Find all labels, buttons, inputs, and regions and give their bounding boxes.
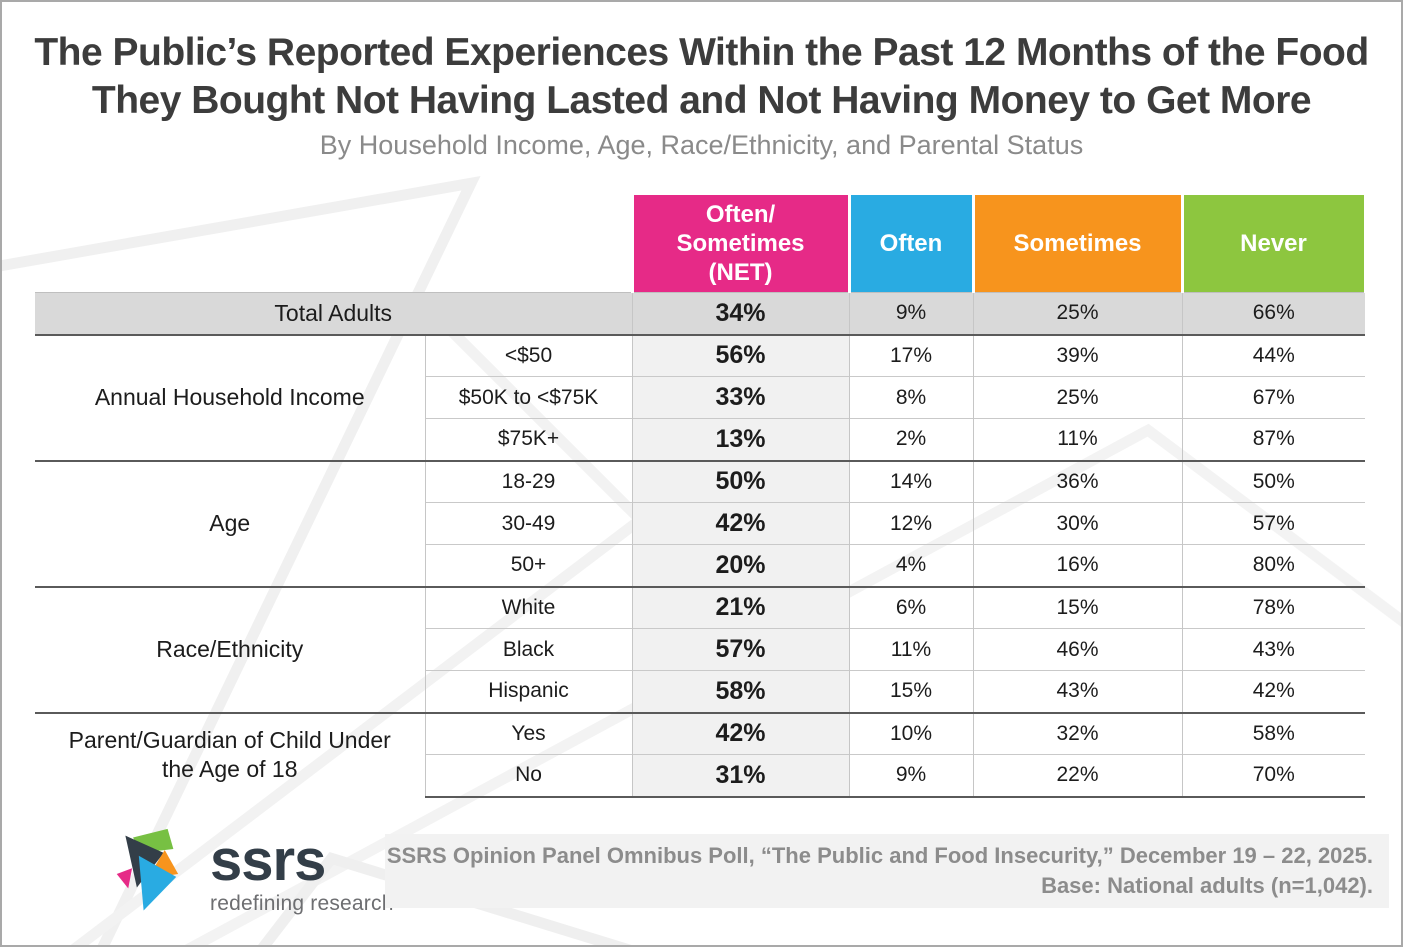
- subcategory-label: No: [424, 754, 632, 798]
- data-table: Often/ Sometimes (NET) Often Sometimes N…: [35, 195, 1367, 798]
- often-value-cell: 9%: [848, 292, 973, 335]
- net-value-cell: 34%: [631, 292, 849, 335]
- column-header-net: Often/ Sometimes (NET): [630, 195, 851, 293]
- often-value-cell: 17%: [848, 333, 973, 377]
- net-value-cell: 50%: [631, 459, 849, 503]
- often-value-cell: 4%: [848, 544, 973, 587]
- never-value-cell: 43%: [1181, 628, 1365, 671]
- subcategory-label: $50K to <$75K: [424, 376, 632, 419]
- never-value-cell: 80%: [1181, 544, 1365, 587]
- table-row: Race/Ethnicity White 21% 6% 15% 78%: [35, 585, 1365, 713]
- net-value-cell: 57%: [631, 628, 849, 671]
- sometimes-value-cell: 46%: [972, 628, 1182, 671]
- often-value-cell: 12%: [848, 502, 973, 545]
- never-value-cell: 87%: [1181, 418, 1365, 461]
- subcategory-label: Yes: [424, 711, 632, 755]
- header-spacer: [425, 195, 632, 293]
- sometimes-value-cell: 39%: [972, 333, 1182, 377]
- header-spacer: [35, 195, 425, 293]
- column-header-often: Often: [847, 195, 975, 293]
- never-value-cell: 67%: [1181, 376, 1365, 419]
- sometimes-value-cell: 32%: [972, 711, 1182, 755]
- table-row: Hispanic 58% 15% 43% 42%: [35, 670, 1365, 713]
- sometimes-value-cell: 22%: [972, 754, 1182, 798]
- ssrs-tagline: redefining research: [210, 892, 394, 915]
- never-value-cell: 57%: [1181, 502, 1365, 545]
- never-value-cell: 66%: [1181, 292, 1365, 335]
- page-title-line1: The Public’s Reported Experiences Within…: [34, 31, 1369, 74]
- never-value-cell: 78%: [1181, 585, 1365, 629]
- category-label-race: Race/Ethnicity: [35, 585, 425, 713]
- often-value-cell: 11%: [848, 628, 973, 671]
- table-row: Parent/Guardian of Child Under the Age o…: [35, 711, 1365, 797]
- net-value-cell: 31%: [631, 754, 849, 798]
- subcategory-label: 30-49: [424, 502, 632, 545]
- sometimes-value-cell: 43%: [972, 670, 1182, 713]
- net-value-cell: 21%: [631, 585, 849, 629]
- subcategory-label: $75K+: [424, 418, 632, 461]
- subcategory-label: White: [424, 585, 632, 629]
- subcategory-label: <$50: [424, 333, 632, 377]
- often-value-cell: 2%: [848, 418, 973, 461]
- never-value-cell: 58%: [1181, 711, 1365, 755]
- category-label-income: Annual Household Income: [35, 333, 425, 461]
- net-value-cell: 13%: [631, 418, 849, 461]
- ssrs-logo-text: ssrs redefining research: [210, 832, 394, 916]
- net-value-cell: 33%: [631, 376, 849, 419]
- table-row: Black 57% 11% 46% 43%: [35, 628, 1365, 671]
- often-value-cell: 8%: [848, 376, 973, 419]
- sometimes-value-cell: 25%: [972, 292, 1182, 335]
- subcategory-label: 50+: [424, 544, 632, 587]
- data-table-container: Often/ Sometimes (NET) Often Sometimes N…: [35, 195, 1367, 798]
- table-row: $75K+ 13% 2% 11% 87%: [35, 418, 1365, 461]
- net-value-cell: 20%: [631, 544, 849, 587]
- column-header-never: Never: [1180, 195, 1367, 293]
- column-header-sometimes: Sometimes: [971, 195, 1184, 293]
- page-title: The Public’s Reported Experiences Within…: [2, 29, 1401, 126]
- page-title-line2: They Bought Not Having Lasted and Not Ha…: [91, 79, 1312, 123]
- net-value-cell: 42%: [631, 502, 849, 545]
- sometimes-value-cell: 15%: [972, 585, 1182, 629]
- ssrs-logo-mark-icon: [116, 828, 179, 911]
- often-value-cell: 15%: [848, 670, 973, 713]
- table-row: Age 18-29 50% 14% 36% 50%: [35, 459, 1365, 587]
- subcategory-label: 18-29: [424, 459, 632, 503]
- table-row: 30-49 42% 12% 30% 57%: [35, 502, 1365, 545]
- often-value-cell: 6%: [848, 585, 973, 629]
- total-row-label: Total Adults: [35, 292, 632, 335]
- table-row: Annual Household Income <$50 56% 17% 39%…: [35, 333, 1365, 461]
- ssrs-logo: ssrs redefining research: [110, 826, 394, 922]
- net-value-cell: 56%: [631, 333, 849, 377]
- never-value-cell: 44%: [1181, 333, 1365, 377]
- often-value-cell: 10%: [848, 711, 973, 755]
- net-value-cell: 42%: [631, 711, 849, 755]
- net-value-cell: 58%: [631, 670, 849, 713]
- source-line1: SSRS Opinion Panel Omnibus Poll, “The Pu…: [386, 843, 1373, 869]
- often-value-cell: 9%: [848, 754, 973, 798]
- source-line2: Base: National adults (n=1,042).: [1041, 873, 1373, 898]
- table-row: 50+ 20% 4% 16% 80%: [35, 544, 1365, 587]
- table-row: No 31% 9% 22% 70%: [35, 754, 1365, 798]
- ssrs-wordmark: ssrs: [210, 828, 326, 893]
- often-value-cell: 14%: [848, 459, 973, 503]
- source-note: SSRS Opinion Panel Omnibus Poll, “The Pu…: [385, 834, 1389, 908]
- category-label-age: Age: [35, 459, 425, 587]
- never-value-cell: 70%: [1181, 754, 1365, 798]
- never-value-cell: 42%: [1181, 670, 1365, 713]
- sometimes-value-cell: 25%: [972, 376, 1182, 419]
- column-header-row: Often/ Sometimes (NET) Often Sometimes N…: [35, 195, 1367, 293]
- total-adults-row: Total Adults 34% 9% 25% 66%: [35, 292, 1365, 335]
- sometimes-value-cell: 16%: [972, 544, 1182, 587]
- subcategory-label: Hispanic: [424, 670, 632, 713]
- table-row: $50K to <$75K 33% 8% 25% 67%: [35, 376, 1365, 419]
- sometimes-value-cell: 36%: [972, 459, 1182, 503]
- subcategory-label: Black: [424, 628, 632, 671]
- sometimes-value-cell: 30%: [972, 502, 1182, 545]
- sometimes-value-cell: 11%: [972, 418, 1182, 461]
- page-subtitle: By Household Income, Age, Race/Ethnicity…: [319, 130, 1084, 160]
- category-label-parent: Parent/Guardian of Child Under the Age o…: [35, 711, 425, 797]
- never-value-cell: 50%: [1181, 459, 1365, 503]
